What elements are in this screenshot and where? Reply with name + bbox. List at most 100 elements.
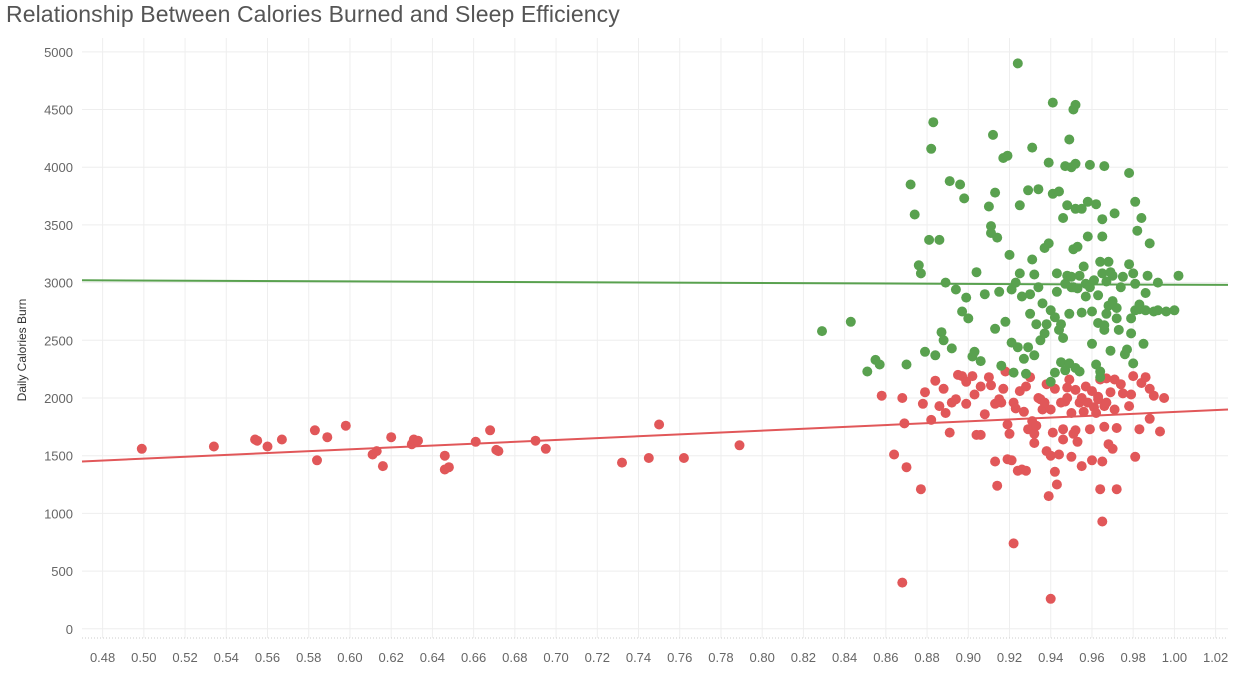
data-point-low bbox=[262, 441, 273, 452]
data-point-high bbox=[983, 201, 994, 212]
data-point-low bbox=[312, 455, 322, 466]
data-point-high bbox=[1027, 254, 1038, 265]
data-point-high bbox=[975, 356, 986, 367]
data-point-high bbox=[817, 326, 827, 337]
data-point-high bbox=[1097, 214, 1108, 225]
data-point-high bbox=[950, 284, 961, 295]
data-point-high bbox=[1014, 200, 1025, 211]
data-point-high bbox=[1056, 357, 1066, 368]
data-point-high bbox=[1037, 298, 1048, 309]
x-tick-label: 0.70 bbox=[543, 650, 568, 665]
data-point-low bbox=[443, 462, 454, 473]
data-point-high bbox=[1070, 99, 1081, 110]
data-point-low bbox=[1115, 379, 1126, 390]
data-point-low bbox=[975, 429, 986, 440]
trend-layer bbox=[81, 279, 1229, 463]
data-point-high bbox=[1126, 313, 1137, 324]
x-tick-label: 0.96 bbox=[1079, 650, 1104, 665]
data-point-high bbox=[1111, 303, 1122, 313]
data-point-low bbox=[979, 409, 990, 420]
grid-layer bbox=[82, 38, 1228, 638]
y-tick-label: 500 bbox=[51, 564, 73, 579]
x-tick-label: 0.60 bbox=[337, 650, 362, 665]
data-point-high bbox=[1082, 196, 1093, 207]
data-point-high bbox=[990, 187, 1001, 198]
data-point-low bbox=[901, 462, 912, 473]
data-point-low bbox=[1010, 403, 1021, 414]
data-point-low bbox=[915, 484, 926, 495]
data-point-high bbox=[1000, 316, 1011, 327]
data-point-high bbox=[1027, 142, 1038, 153]
data-point-high bbox=[1109, 208, 1120, 219]
data-point-high bbox=[1049, 312, 1060, 323]
x-tick-label: 0.74 bbox=[626, 650, 651, 665]
data-point-high bbox=[955, 179, 966, 190]
data-point-low bbox=[1144, 413, 1155, 424]
data-point-high bbox=[1008, 367, 1019, 378]
data-point-low bbox=[678, 453, 689, 463]
data-point-high bbox=[1152, 305, 1163, 316]
data-point-low bbox=[1039, 397, 1050, 408]
data-point-high bbox=[1091, 199, 1102, 210]
data-point-high bbox=[1169, 305, 1180, 316]
data-point-high bbox=[1142, 270, 1153, 281]
data-point-low bbox=[930, 375, 941, 386]
data-point-low bbox=[1066, 408, 1077, 418]
data-point-high bbox=[901, 359, 912, 370]
data-point-low bbox=[1045, 450, 1056, 461]
data-point-high bbox=[1076, 307, 1087, 318]
data-point-low bbox=[377, 461, 388, 472]
data-point-low bbox=[617, 457, 627, 468]
data-point-low bbox=[889, 449, 900, 460]
data-point-high bbox=[1128, 358, 1139, 369]
y-tick-label: 4000 bbox=[44, 160, 73, 175]
data-point-low bbox=[1128, 371, 1139, 382]
data-point-low bbox=[920, 387, 930, 398]
data-point-low bbox=[950, 394, 961, 405]
data-point-high bbox=[845, 316, 856, 327]
data-point-high bbox=[1014, 268, 1025, 279]
point-layer bbox=[136, 58, 1184, 604]
data-point-low bbox=[1058, 424, 1069, 435]
data-point-high bbox=[1072, 241, 1083, 252]
data-point-low bbox=[1045, 404, 1056, 415]
data-point-low bbox=[1070, 384, 1081, 395]
x-tick-label: 0.58 bbox=[296, 650, 321, 665]
data-point-low bbox=[1130, 451, 1141, 462]
data-point-high bbox=[1101, 308, 1112, 319]
data-point-high bbox=[1126, 328, 1137, 339]
data-point-high bbox=[1043, 238, 1054, 249]
data-point-low bbox=[1029, 428, 1040, 439]
data-point-high bbox=[1029, 350, 1040, 361]
data-point-high bbox=[1099, 161, 1110, 172]
data-point-high bbox=[946, 343, 957, 354]
data-point-high bbox=[969, 346, 980, 357]
data-point-high bbox=[1064, 308, 1075, 319]
data-point-high bbox=[1058, 333, 1069, 343]
data-point-low bbox=[1045, 593, 1056, 604]
data-point-low bbox=[1155, 426, 1165, 437]
data-point-high bbox=[1070, 158, 1081, 169]
data-point-low bbox=[1101, 397, 1112, 408]
data-point-high bbox=[1128, 268, 1139, 279]
data-point-high bbox=[986, 221, 996, 232]
data-point-high bbox=[926, 143, 937, 154]
data-point-low bbox=[1140, 372, 1151, 383]
x-tick-label: 0.94 bbox=[1038, 650, 1063, 665]
data-point-low bbox=[1062, 382, 1073, 393]
x-tick-label: 0.86 bbox=[873, 650, 898, 665]
data-point-high bbox=[979, 289, 990, 300]
data-point-low bbox=[322, 432, 333, 443]
data-point-low bbox=[944, 427, 955, 438]
data-point-high bbox=[1087, 306, 1097, 317]
data-point-low bbox=[940, 408, 951, 418]
data-point-high bbox=[1080, 291, 1091, 302]
data-point-high bbox=[1054, 186, 1064, 197]
data-point-low bbox=[643, 453, 654, 463]
data-point-low bbox=[1126, 389, 1137, 400]
data-point-high bbox=[920, 346, 930, 357]
data-point-high bbox=[915, 268, 926, 279]
data-point-low bbox=[1047, 427, 1058, 438]
x-tick-label: 0.56 bbox=[255, 650, 280, 665]
data-point-low bbox=[1148, 390, 1159, 401]
